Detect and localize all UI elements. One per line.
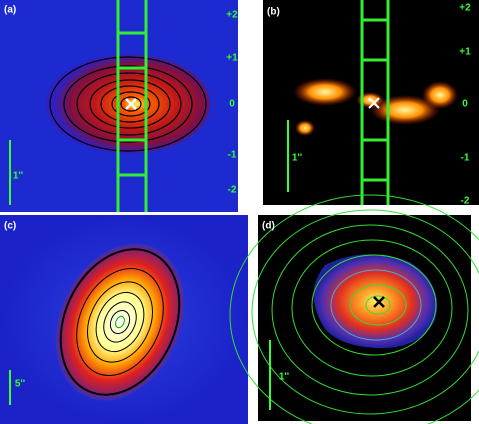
panel-b: (b) 1'' +2 +1 0 -1 -2	[263, 0, 479, 207]
scale-label: 1''	[13, 171, 23, 182]
slit	[116, 0, 148, 212]
slit	[360, 0, 390, 205]
source-image	[55, 243, 185, 401]
panel-c: (c) 5''	[0, 215, 248, 424]
contours	[229, 194, 479, 424]
tick-label: 0	[229, 99, 235, 110]
center-marker	[373, 296, 385, 308]
panel-label: (d)	[262, 221, 275, 232]
panel-a: (a) 1'' +2 +1 0 -1 -2	[0, 0, 238, 212]
tick-label: +1	[459, 47, 471, 58]
tick-label: -1	[461, 153, 470, 164]
tick-label: +2	[226, 10, 238, 21]
source-image	[46, 54, 210, 154]
contours	[49, 56, 207, 152]
tick-label: -2	[228, 185, 237, 196]
tick-label: -1	[228, 150, 237, 161]
tick-label: +2	[459, 3, 471, 14]
scale-label: 5''	[15, 379, 25, 390]
source-image	[313, 254, 438, 349]
tick-label: +1	[226, 53, 238, 64]
tick-label: 0	[462, 99, 468, 110]
center-marker	[125, 98, 137, 110]
scale-label: 1''	[292, 153, 302, 164]
panel-d: (d) 1''	[229, 194, 479, 424]
scale-label: 1''	[279, 372, 289, 383]
contours	[59, 248, 181, 396]
panel-label: (c)	[4, 221, 16, 232]
panel-label: (a)	[4, 5, 16, 16]
panel-label: (b)	[267, 7, 280, 18]
tick-label: -2	[461, 196, 470, 207]
center-marker	[368, 97, 380, 109]
